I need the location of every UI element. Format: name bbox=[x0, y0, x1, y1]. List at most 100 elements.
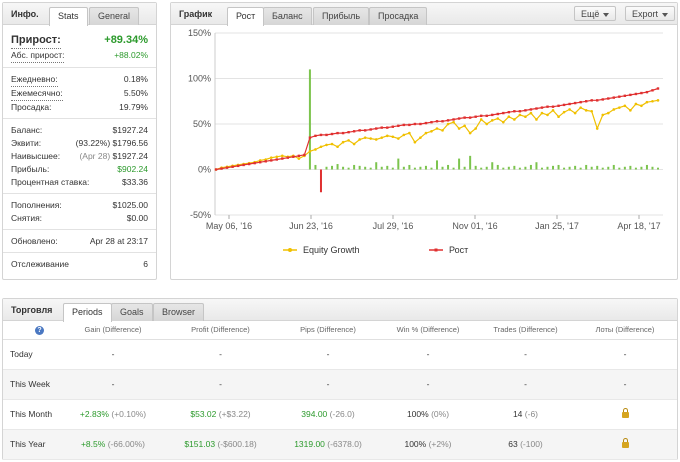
growth-point bbox=[297, 154, 301, 158]
daily-bar bbox=[524, 166, 527, 170]
growth-point bbox=[242, 163, 245, 167]
equity-growth-point bbox=[446, 122, 450, 126]
equity-growth-point bbox=[651, 99, 654, 103]
pips-cell: 394.00 (-26.0) bbox=[278, 399, 378, 430]
daily-bar bbox=[579, 167, 582, 170]
abs-growth-label[interactable]: Абс. прирост: bbox=[11, 49, 65, 63]
equity-growth-point bbox=[314, 148, 317, 151]
daily-row: Ежедневно: 0.18% bbox=[11, 73, 148, 87]
abs-growth-value: +88.02% bbox=[114, 50, 148, 60]
period-label: This Month bbox=[10, 409, 53, 419]
export-dropdown[interactable]: Export bbox=[625, 6, 676, 21]
daily-bar bbox=[640, 166, 643, 170]
daily-bar bbox=[623, 166, 626, 170]
balance-value: $1927.24 bbox=[112, 125, 148, 135]
growth-point bbox=[457, 117, 461, 120]
period-cell: Today bbox=[3, 339, 63, 370]
daily-bar bbox=[347, 167, 350, 170]
tab-general[interactable]: General bbox=[89, 7, 140, 25]
tab-periods[interactable]: Periods bbox=[63, 303, 112, 322]
help-cell: ? bbox=[3, 321, 63, 340]
daily-bar bbox=[513, 165, 516, 170]
tab-profit[interactable]: Прибыль bbox=[313, 7, 370, 25]
growth-point bbox=[496, 112, 499, 116]
abs-growth-row: Абс. прирост: +88.02% bbox=[11, 49, 148, 63]
equity-growth-point bbox=[551, 109, 555, 112]
daily-bar bbox=[480, 167, 483, 170]
growth-point bbox=[634, 92, 638, 96]
equity-growth-point bbox=[606, 111, 610, 115]
daily-bar bbox=[485, 166, 488, 170]
monthly-label[interactable]: Ежемесячно: bbox=[11, 87, 63, 101]
lots-cell bbox=[573, 399, 677, 430]
tracking-row: Отслеживание 6 bbox=[11, 258, 148, 271]
growth-point bbox=[352, 130, 356, 133]
win-value: 100% bbox=[406, 409, 429, 419]
tab-goals[interactable]: Goals bbox=[111, 303, 153, 321]
lock-icon[interactable] bbox=[621, 438, 629, 448]
daily-bar bbox=[645, 164, 648, 170]
win-cell: 100% (+2%) bbox=[378, 429, 478, 460]
equity-growth-point bbox=[540, 111, 544, 115]
equity-label: Эквити: bbox=[11, 138, 42, 148]
pips-cell: 1319.00 (-6378.0) bbox=[278, 429, 378, 460]
growth-point bbox=[358, 129, 361, 132]
trades-value: - bbox=[524, 379, 527, 389]
daily-bar bbox=[568, 166, 571, 170]
tab-stats[interactable]: Stats bbox=[49, 7, 88, 26]
tab-browser[interactable]: Browser bbox=[153, 303, 205, 321]
growth-point bbox=[485, 114, 488, 118]
growth-point bbox=[341, 131, 345, 135]
equity-growth-point bbox=[474, 127, 477, 130]
equity-growth-point bbox=[513, 118, 516, 121]
more-dropdown[interactable]: Ещё bbox=[574, 6, 617, 21]
gain-cell: +2.83% (+0.10%) bbox=[63, 399, 163, 430]
daily-bar bbox=[607, 166, 610, 170]
balance-row: Баланс: $1927.24 bbox=[11, 124, 148, 137]
help-icon[interactable]: ? bbox=[35, 325, 44, 335]
growth-point bbox=[330, 132, 334, 136]
tab-growth[interactable]: Рост bbox=[227, 7, 265, 26]
growth-point bbox=[363, 129, 367, 132]
equity-growth-point bbox=[397, 137, 400, 140]
daily-bar bbox=[408, 164, 411, 170]
trades-diff: (-100) bbox=[520, 439, 543, 449]
gain-value: - bbox=[111, 349, 115, 359]
equity-growth-point bbox=[507, 115, 511, 119]
equity-growth-point bbox=[524, 115, 527, 119]
growth-label[interactable]: Прирост: bbox=[11, 32, 61, 49]
equity-growth-point bbox=[275, 155, 279, 159]
col-trades: Trades (Difference) bbox=[478, 321, 573, 340]
period-label: This Year bbox=[10, 439, 46, 449]
daily-bar bbox=[391, 167, 394, 170]
equity-growth-point bbox=[413, 140, 417, 144]
equity-growth-point bbox=[595, 127, 599, 130]
equity-growth-point bbox=[584, 109, 588, 112]
growth-point bbox=[568, 102, 571, 106]
chart-panel: График Рост Баланс Прибыль Просадка Ещё … bbox=[170, 2, 678, 280]
table-row: Today - - - - - - bbox=[3, 339, 677, 370]
tab-balance[interactable]: Баланс bbox=[263, 7, 312, 25]
gain-value: - bbox=[111, 379, 115, 389]
period-cell: This Year bbox=[3, 429, 63, 460]
lock-icon[interactable] bbox=[621, 408, 629, 418]
equity-growth-point bbox=[281, 154, 284, 158]
equity-growth-point bbox=[612, 108, 616, 111]
drawdown-row: Просадка: 19.79% bbox=[11, 101, 148, 114]
growth-point bbox=[380, 126, 383, 129]
tab-drawdown[interactable]: Просадка bbox=[369, 7, 428, 25]
equity-growth-point bbox=[419, 136, 422, 139]
daily-label[interactable]: Ежедневно: bbox=[11, 73, 58, 87]
pips-value: - bbox=[326, 349, 330, 359]
pips-value: 394.00 bbox=[301, 409, 328, 419]
more-label: Ещё bbox=[581, 9, 600, 19]
growth-point bbox=[303, 153, 306, 157]
equity-value: $1796.56 bbox=[112, 138, 148, 148]
legend-label: Рост bbox=[449, 245, 468, 255]
pips-cell: - bbox=[278, 369, 378, 400]
info-panel-header: Инфо. Stats General bbox=[3, 3, 156, 26]
daily-bar bbox=[397, 158, 400, 170]
growth-point bbox=[584, 100, 588, 103]
gain-diff: (-66.00%) bbox=[107, 439, 146, 449]
deposits-row: Пополнения: $1025.00 bbox=[11, 199, 148, 212]
